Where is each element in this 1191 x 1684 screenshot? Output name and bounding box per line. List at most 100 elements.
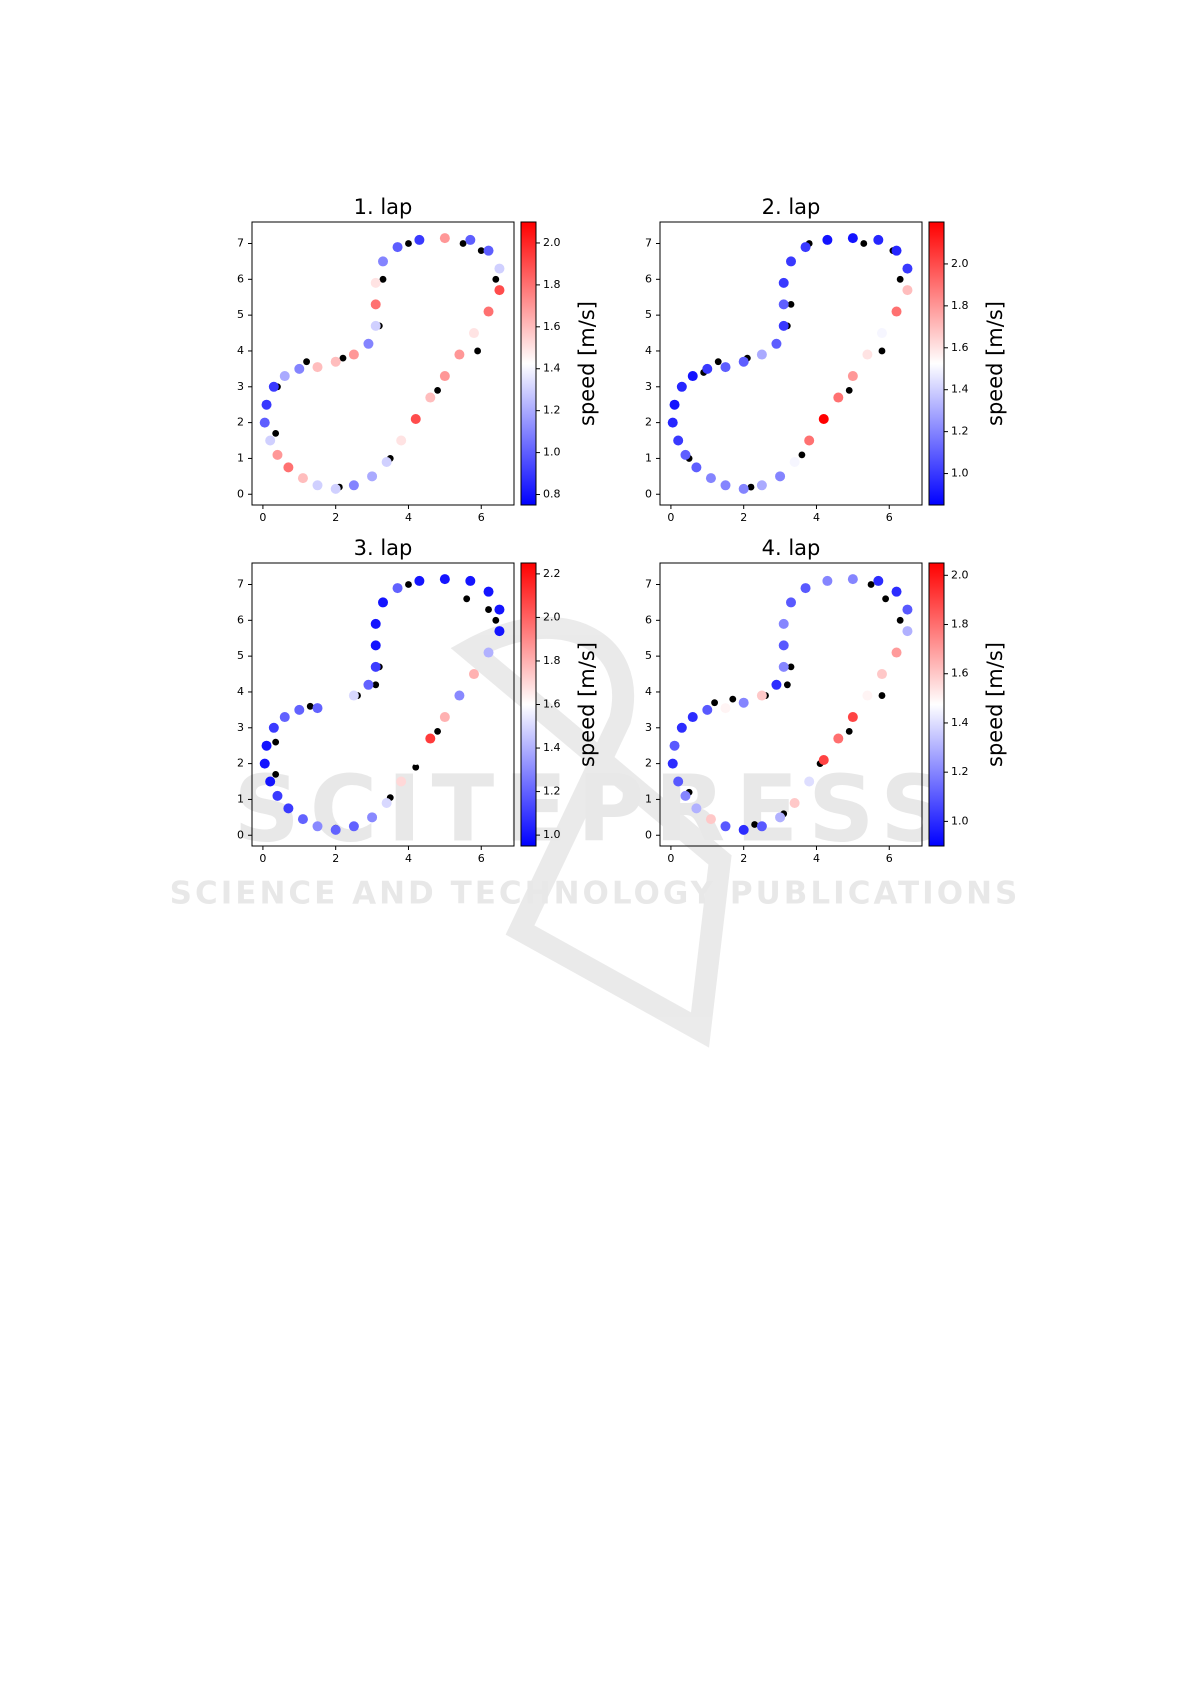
speed-point	[494, 626, 505, 637]
speed-point	[370, 640, 381, 651]
y-tick-label: 1	[645, 792, 652, 805]
x-tick-label: 2	[332, 511, 339, 524]
y-tick-label: 3	[237, 721, 244, 734]
speed-point	[720, 362, 731, 373]
reference-point	[485, 606, 492, 613]
speed-point	[676, 722, 687, 733]
speed-point	[778, 320, 789, 331]
speed-point	[392, 242, 403, 253]
speed-point	[279, 712, 290, 723]
speed-point	[439, 712, 450, 723]
speed-point	[454, 349, 465, 360]
speed-point	[687, 371, 698, 382]
x-tick-label: 4	[813, 511, 820, 524]
watermark: SCITEPRESS SCIENCE AND TECHNOLOGY PUBLIC…	[170, 616, 1021, 1048]
speed-point	[272, 449, 283, 460]
colorbar-tick-label: 2.0	[951, 568, 969, 581]
colorbar-tick-label: 1.0	[951, 814, 969, 827]
speed-point	[297, 814, 308, 825]
speed-point	[822, 575, 833, 586]
reference-point	[372, 681, 380, 689]
speed-point	[465, 575, 476, 586]
speed-point	[439, 574, 450, 585]
y-tick-label: 3	[645, 721, 652, 734]
colorbar-tick-label: 1.2	[543, 404, 561, 417]
speed-point	[494, 604, 505, 615]
speed-point	[363, 679, 374, 690]
speed-point	[483, 647, 494, 658]
y-tick-label: 2	[237, 757, 244, 770]
speed-point	[847, 574, 858, 585]
reference-point	[711, 699, 718, 707]
speed-point	[265, 435, 276, 446]
speed-point	[268, 722, 279, 733]
speed-point	[691, 462, 702, 473]
y-tick-label: 6	[645, 272, 652, 285]
speed-point	[702, 704, 713, 715]
speed-point	[396, 776, 407, 787]
speed-point	[778, 661, 789, 672]
speed-point	[312, 362, 323, 373]
speed-point	[468, 328, 479, 339]
y-tick-label: 4	[237, 685, 244, 698]
reference-point	[798, 451, 806, 459]
speed-point	[425, 733, 436, 744]
y-tick-label: 7	[237, 577, 244, 590]
speed-point	[804, 435, 815, 446]
speed-point	[873, 575, 884, 586]
speed-point	[786, 256, 796, 267]
colorbar-tick-label: 1.0	[951, 467, 969, 480]
reference-point	[463, 595, 471, 603]
speed-point	[818, 755, 829, 766]
speed-point	[294, 704, 305, 715]
speed-point	[410, 755, 421, 766]
speed-point	[381, 457, 392, 468]
speed-point	[847, 233, 858, 244]
colorbar-tick-label: 1.8	[543, 278, 561, 291]
chart: 4. lap 0 2 4 6 0 1 2 3 4 5 6 7 1.0 1.2 1.4 1.6 1.8 2.0 spee…	[645, 536, 1007, 865]
x-tick-label: 2	[740, 852, 747, 865]
speed-point	[439, 233, 450, 244]
y-tick-label: 0	[645, 828, 652, 841]
speed-point	[702, 363, 713, 374]
speed-point	[268, 381, 279, 392]
speed-point	[789, 798, 800, 809]
speed-point	[483, 306, 494, 317]
speed-point	[414, 575, 425, 586]
chart-title: 1. lap	[354, 195, 413, 219]
colorbar-tick-label: 0.8	[543, 488, 561, 501]
colorbar	[928, 221, 945, 506]
speed-point	[673, 435, 684, 446]
reference-point	[878, 347, 886, 355]
speed-point	[468, 669, 479, 680]
speed-point	[756, 349, 767, 360]
speed-point	[439, 371, 450, 382]
colorbar-tick-label: 2.0	[951, 257, 969, 270]
speed-point	[330, 483, 341, 494]
y-tick-label: 7	[237, 236, 244, 249]
speed-point	[789, 457, 800, 468]
speed-point	[348, 349, 359, 360]
speed-point	[667, 758, 678, 769]
y-tick-label: 5	[645, 308, 652, 321]
colorbar-tick-label: 1.4	[951, 716, 969, 729]
speed-point	[720, 703, 731, 714]
y-tick-label: 0	[237, 487, 244, 500]
reference-point	[405, 240, 412, 247]
x-tick-label: 0	[667, 852, 674, 865]
y-tick-label: 7	[645, 236, 652, 249]
speed-point	[414, 234, 425, 245]
reference-point	[747, 483, 755, 491]
speed-point	[425, 392, 436, 403]
y-tick-label: 6	[645, 613, 652, 626]
speed-point	[283, 462, 294, 473]
colorbar-label: speed [m/s]	[575, 642, 599, 767]
colorbar-tick-label: 1.6	[951, 341, 969, 354]
y-tick-label: 2	[645, 416, 652, 429]
reference-point	[434, 386, 441, 394]
chart-title: 4. lap	[762, 536, 821, 560]
watermark-subtitle: SCIENCE AND TECHNOLOGY PUBLICATIONS	[170, 876, 1021, 912]
speed-point	[738, 356, 749, 367]
x-tick-label: 6	[478, 511, 485, 524]
speed-point	[756, 821, 767, 832]
